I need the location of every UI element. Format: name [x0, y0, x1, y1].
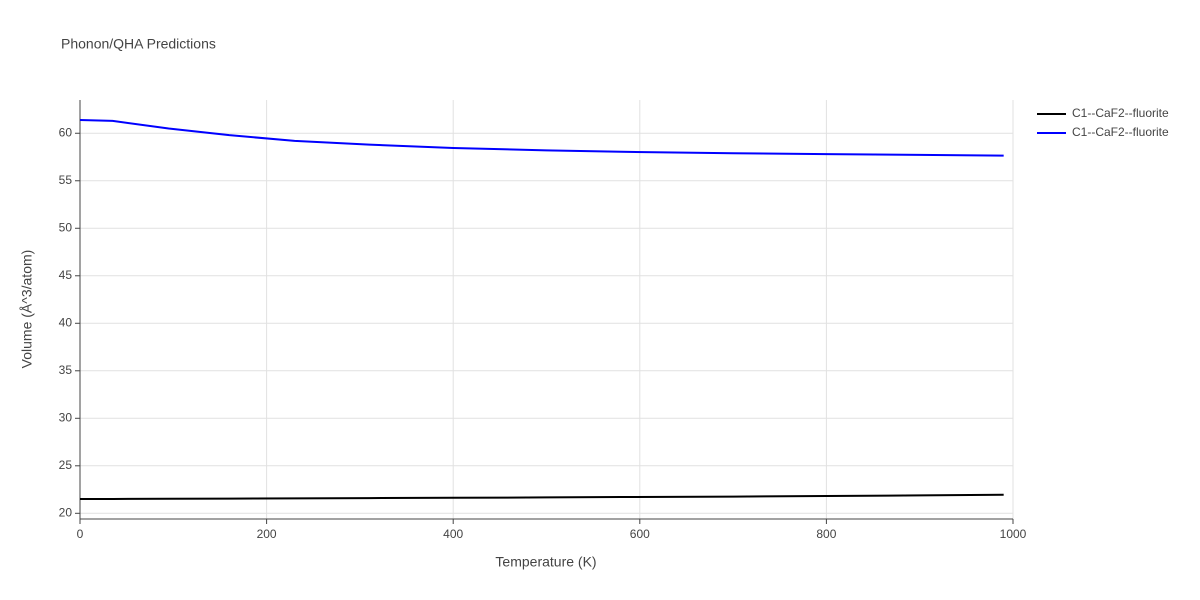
y-tick-label: 35 — [59, 363, 73, 377]
line — [79, 118, 1004, 157]
y-tick-label: 40 — [59, 315, 73, 329]
line — [79, 493, 1004, 501]
y-tick-label: 30 — [59, 410, 73, 424]
x-tick-label: 0 — [77, 527, 84, 541]
x-tick-label: 600 — [630, 527, 650, 541]
x-tick-label: 400 — [443, 527, 463, 541]
y-tick-label: 50 — [59, 220, 73, 234]
x-tick-label: 200 — [257, 527, 277, 541]
x-axis-label: Temperature (K) — [495, 554, 596, 570]
y-tick-label: 60 — [59, 125, 73, 139]
legend-label: C1--CaF2--fluorite — [1072, 106, 1169, 120]
x-tick-label: 800 — [816, 527, 836, 541]
y-tick-label: 55 — [59, 173, 73, 187]
chart-title: Phonon/QHA Predictions — [61, 36, 216, 52]
y-tick-label: 25 — [59, 458, 73, 472]
legend-label: C1--CaF2--fluorite — [1072, 125, 1169, 139]
y-axis-label: Volume (Å^3/atom) — [19, 250, 35, 369]
y-tick-label: 20 — [59, 505, 73, 519]
x-tick-label: 1000 — [1000, 527, 1027, 541]
y-tick-label: 45 — [59, 268, 73, 282]
